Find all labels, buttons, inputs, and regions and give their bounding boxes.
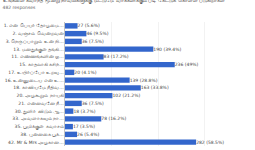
- svg-text:15. காதலாகி கசிந்...: 15. காதலாகி கசிந்...: [19, 62, 63, 67]
- svg-text:3. நெருப்பாறும் உன் நி...: 3. நெருப்பாறும் உன் நி...: [6, 39, 64, 45]
- svg-text:36 (7.5%): 36 (7.5%): [82, 101, 104, 106]
- svg-text:27 (5.6%): 27 (5.6%): [78, 23, 100, 28]
- svg-text:11. எண்ணங்களின் ஓ...: 11. எண்ணங்களின் ஓ...: [11, 54, 63, 60]
- svg-text:190 (39.4%): 190 (39.4%): [153, 47, 181, 52]
- svg-text:1. என் பெயர் தோழமை...: 1. என் பெயர் தோழமை...: [4, 23, 64, 28]
- svg-text:42. Mr & Mrs அழகான...: 42. Mr & Mrs அழகான...: [8, 140, 64, 145]
- svg-text:20. அழகூறும் நாயகி: 20. அழகூறும் நாயகி: [17, 93, 64, 99]
- svg-text:36 (7.5%): 36 (7.5%): [82, 39, 104, 44]
- svg-text:35. பூமிக்குள் சுவாசம்: 35. பூமிக்குள் சுவாசம்: [15, 124, 64, 130]
- svg-text:16. உன்னுடைய என் உ...: 16. உன்னுடைய என் உ...: [5, 78, 64, 84]
- svg-text:13. மனதுக்குள் தங்கி...: 13. மனதுக்குள் தங்கி...: [13, 47, 63, 53]
- svg-text:102 (21.2%): 102 (21.2%): [112, 93, 140, 98]
- svg-text:38. புன்னகை பூக்...: 38. புன்னகை பூக்...: [20, 132, 63, 137]
- svg-text:18 (3.7%): 18 (3.7%): [73, 109, 95, 114]
- svg-text:139 (28.8%): 139 (28.8%): [130, 78, 158, 83]
- svg-text:30. துளிர் விடும் ஆ...: 30. துளிர் விடும் ஆ...: [15, 109, 64, 115]
- svg-text:236 (49%): 236 (49%): [175, 62, 199, 67]
- svg-text:21. என்னவனே நீ...: 21. என்னவனே நீ...: [18, 101, 63, 106]
- svg-text:46 (9.5%): 46 (9.5%): [86, 31, 108, 36]
- svg-text:உங்களை கவர்ந்த மூன்று நாவல்களு: உங்களை கவர்ந்த மூன்று நாவல்களுக்கு மட்டு…: [3, 0, 226, 10]
- svg-text:26 (5.4%): 26 (5.4%): [77, 132, 99, 137]
- svg-text:17. உயிர்ப்போ உறவு...: 17. உயிர்ப்போ உறவு...: [8, 70, 63, 75]
- svg-text:2. வஞ்சம் வென்றவன்: 2. வஞ்சம் வென்றவன்: [12, 31, 63, 37]
- svg-text:163 (33.8%): 163 (33.8%): [141, 85, 169, 90]
- svg-text:33. அவளாகவும் நா...: 33. அவளாகவும் நா...: [12, 116, 63, 121]
- svg-text:78 (16.2%): 78 (16.2%): [101, 116, 126, 121]
- svg-text:18. காவியமே நீதிவ...: 18. காவியமே நீதிவ...: [13, 85, 63, 90]
- svg-text:282 (58.5%): 282 (58.5%): [196, 140, 224, 145]
- svg-text:83 (17.2%): 83 (17.2%): [104, 54, 129, 59]
- svg-text:20 (4.1%): 20 (4.1%): [74, 70, 96, 75]
- svg-text:17 (3.5%): 17 (3.5%): [73, 124, 95, 129]
